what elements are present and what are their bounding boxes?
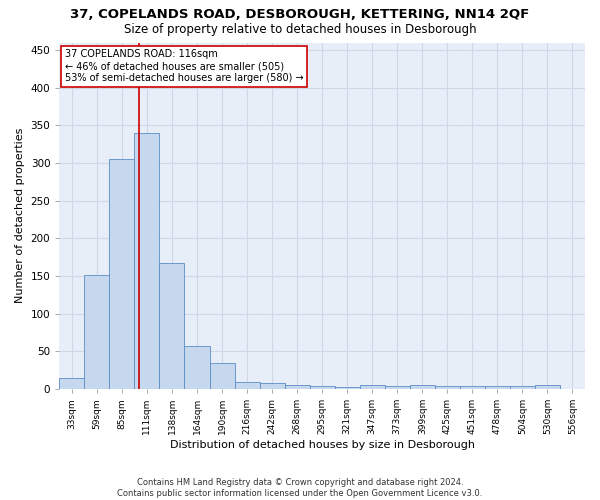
Bar — [160, 263, 184, 389]
Bar — [209, 362, 235, 389]
Bar — [310, 386, 335, 389]
Bar — [435, 386, 460, 389]
Bar — [260, 383, 284, 389]
Bar — [235, 382, 260, 389]
Text: 37 COPELANDS ROAD: 116sqm
← 46% of detached houses are smaller (505)
53% of semi: 37 COPELANDS ROAD: 116sqm ← 46% of detac… — [65, 50, 303, 82]
Bar — [410, 386, 435, 389]
Bar — [184, 346, 209, 389]
Bar — [485, 386, 510, 389]
Y-axis label: Number of detached properties: Number of detached properties — [15, 128, 25, 304]
Bar — [134, 133, 160, 389]
Bar — [59, 378, 85, 389]
Bar — [85, 274, 109, 389]
Text: Size of property relative to detached houses in Desborough: Size of property relative to detached ho… — [124, 22, 476, 36]
Bar — [460, 386, 485, 389]
Bar — [284, 384, 310, 389]
Bar — [360, 386, 385, 389]
Bar — [535, 386, 560, 389]
X-axis label: Distribution of detached houses by size in Desborough: Distribution of detached houses by size … — [170, 440, 475, 450]
Bar — [109, 160, 134, 389]
Text: 37, COPELANDS ROAD, DESBOROUGH, KETTERING, NN14 2QF: 37, COPELANDS ROAD, DESBOROUGH, KETTERIN… — [70, 8, 530, 20]
Bar — [335, 387, 360, 389]
Bar — [385, 386, 410, 389]
Text: Contains HM Land Registry data © Crown copyright and database right 2024.
Contai: Contains HM Land Registry data © Crown c… — [118, 478, 482, 498]
Bar — [510, 386, 535, 389]
